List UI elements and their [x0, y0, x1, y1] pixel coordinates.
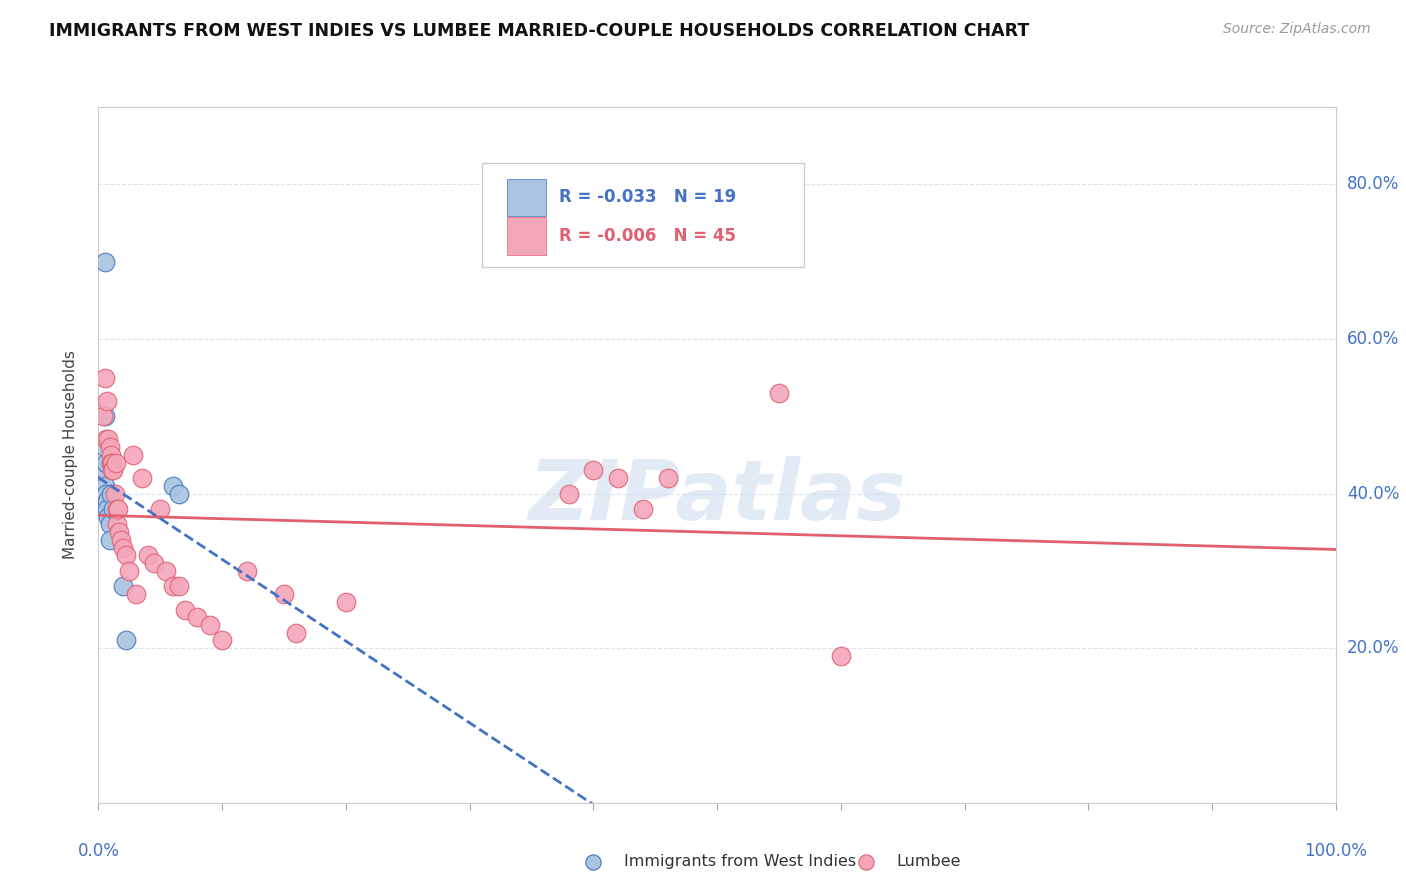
Point — [557, 486, 579, 500]
Text: 20.0%: 20.0% — [1347, 640, 1399, 657]
Point — [174, 602, 197, 616]
Text: R = -0.033   N = 19: R = -0.033 N = 19 — [558, 188, 735, 206]
Point — [103, 502, 125, 516]
Point — [93, 254, 115, 268]
Point — [105, 517, 128, 532]
Point — [96, 502, 118, 516]
Point — [124, 587, 146, 601]
Point — [110, 533, 132, 547]
Text: 40.0%: 40.0% — [1347, 484, 1399, 502]
Text: 60.0%: 60.0% — [1347, 330, 1399, 348]
Point — [143, 556, 166, 570]
Point — [162, 579, 184, 593]
Point — [100, 448, 122, 462]
Text: ZIPatlas: ZIPatlas — [529, 456, 905, 537]
Point — [97, 509, 120, 524]
Text: 80.0%: 80.0% — [1347, 176, 1399, 194]
Text: 0.0%: 0.0% — [77, 842, 120, 860]
Point — [98, 440, 121, 454]
Point — [96, 494, 118, 508]
Point — [93, 440, 115, 454]
Point — [93, 370, 115, 384]
Point — [162, 479, 184, 493]
Point — [93, 479, 115, 493]
Point — [107, 502, 129, 516]
Text: Immigrants from West Indies: Immigrants from West Indies — [624, 855, 856, 870]
Point — [96, 393, 118, 408]
Point — [94, 486, 117, 500]
Point — [94, 456, 117, 470]
Point — [167, 486, 190, 500]
Point — [167, 579, 190, 593]
Point — [101, 463, 124, 477]
Point — [112, 541, 135, 555]
Point — [273, 587, 295, 601]
Point — [104, 456, 127, 470]
Point — [101, 456, 124, 470]
Point — [118, 564, 141, 578]
Point — [93, 409, 115, 424]
Point — [98, 517, 121, 532]
Point — [607, 471, 630, 485]
Point — [105, 502, 128, 516]
Point — [149, 502, 172, 516]
FancyBboxPatch shape — [482, 162, 804, 267]
Text: 100.0%: 100.0% — [1305, 842, 1367, 860]
Point — [211, 633, 233, 648]
Text: R = -0.006   N = 45: R = -0.006 N = 45 — [558, 227, 735, 244]
Point — [94, 433, 117, 447]
Point — [155, 564, 177, 578]
Point — [768, 386, 790, 401]
Point — [100, 456, 122, 470]
Point — [112, 579, 135, 593]
Y-axis label: Married-couple Households: Married-couple Households — [63, 351, 77, 559]
Point — [93, 409, 115, 424]
FancyBboxPatch shape — [506, 178, 547, 216]
Point — [236, 564, 259, 578]
Point — [100, 456, 122, 470]
Point — [830, 648, 852, 663]
Point — [131, 471, 153, 485]
Point — [122, 448, 145, 462]
Point — [100, 486, 122, 500]
FancyBboxPatch shape — [506, 217, 547, 254]
Point — [285, 625, 308, 640]
Point — [582, 463, 605, 477]
Text: Lumbee: Lumbee — [897, 855, 960, 870]
Point — [631, 502, 654, 516]
Point — [335, 595, 357, 609]
Point — [93, 463, 115, 477]
Point — [108, 525, 131, 540]
Point — [103, 486, 125, 500]
Point — [186, 610, 208, 624]
Point — [198, 618, 221, 632]
Point — [98, 533, 121, 547]
Text: Source: ZipAtlas.com: Source: ZipAtlas.com — [1223, 22, 1371, 37]
Point — [657, 471, 679, 485]
Point — [114, 549, 136, 563]
Text: IMMIGRANTS FROM WEST INDIES VS LUMBEE MARRIED-COUPLE HOUSEHOLDS CORRELATION CHAR: IMMIGRANTS FROM WEST INDIES VS LUMBEE MA… — [49, 22, 1029, 40]
Point — [136, 549, 159, 563]
Point — [114, 633, 136, 648]
Point — [97, 433, 120, 447]
Point — [103, 463, 125, 477]
